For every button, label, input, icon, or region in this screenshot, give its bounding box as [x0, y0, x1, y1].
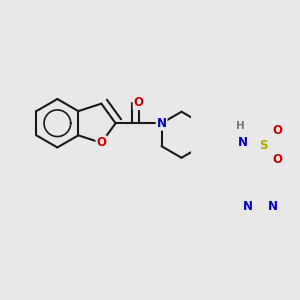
Text: N: N	[268, 200, 278, 213]
Text: N: N	[157, 117, 166, 130]
Text: O: O	[96, 136, 106, 149]
Text: S: S	[259, 139, 267, 152]
Text: O: O	[134, 96, 144, 109]
Text: O: O	[273, 124, 283, 137]
Text: N: N	[238, 136, 248, 149]
Text: O: O	[273, 153, 283, 166]
Text: H: H	[236, 121, 244, 131]
Text: N: N	[243, 200, 253, 213]
